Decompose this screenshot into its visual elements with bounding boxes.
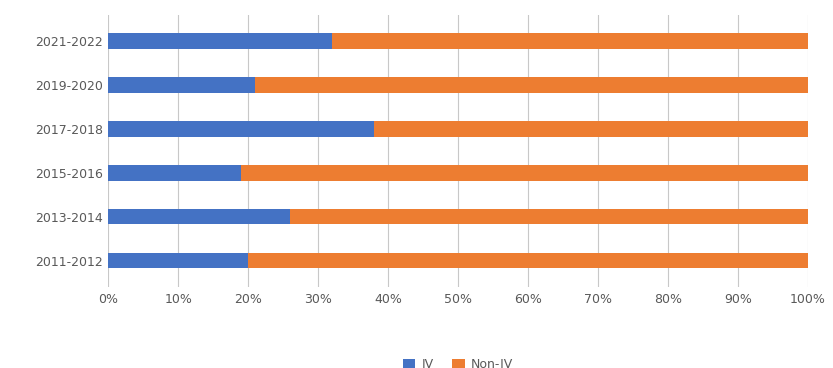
Bar [108, 33, 332, 49]
Bar [108, 165, 242, 181]
Legend: JV, Non-JV: JV, Non-JV [398, 353, 518, 368]
Bar [108, 253, 248, 268]
Bar [332, 33, 808, 49]
Bar [242, 165, 808, 181]
Bar [290, 209, 808, 224]
Bar [108, 209, 290, 224]
Bar [248, 253, 808, 268]
Bar [108, 77, 255, 93]
Bar [255, 77, 808, 93]
Bar [108, 121, 374, 137]
Bar [374, 121, 808, 137]
